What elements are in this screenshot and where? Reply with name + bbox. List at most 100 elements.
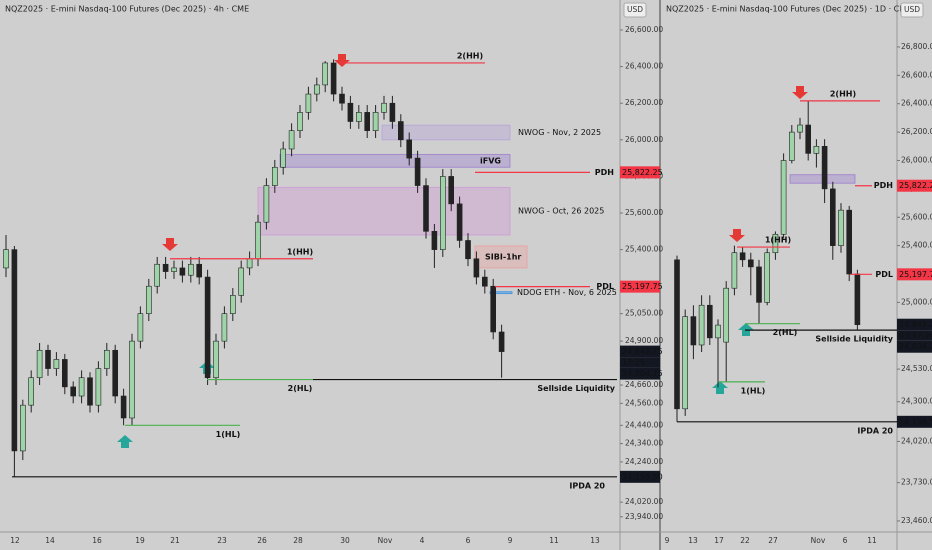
candle-body — [829, 188, 836, 246]
y-tick-label: 24,020.00 — [901, 436, 932, 445]
price-badge — [897, 268, 932, 281]
currency[interactable]: USD — [627, 5, 643, 14]
candle-body — [330, 62, 337, 95]
candle-body — [3, 249, 9, 269]
currency-button[interactable] — [623, 2, 647, 18]
down-arrow — [792, 86, 808, 99]
x-tick-label: 12 — [10, 536, 20, 545]
y-tick-label: 25,400.00 — [901, 241, 932, 250]
y-tick-label: 24,900.00 — [625, 336, 663, 345]
y-tick-label: 25,400.00 — [625, 245, 663, 254]
price-badge-label: 24,158.50 — [899, 417, 932, 426]
zone-label: iFVG — [480, 156, 501, 165]
y-tick-label: 25,600.00 — [901, 212, 932, 221]
x-tick-label: 6 — [843, 536, 848, 545]
candle-body — [129, 340, 135, 419]
candle-body — [347, 102, 354, 122]
y-tick-label: 24,440.00 — [625, 420, 663, 429]
currency-button[interactable] — [900, 2, 924, 18]
level-label: IPDA 20 — [569, 481, 605, 490]
candle-body — [70, 386, 76, 397]
candle-body — [280, 148, 287, 168]
up-arrow — [117, 435, 133, 448]
x-tick-label: 22 — [740, 536, 750, 545]
candle-body — [297, 112, 303, 131]
candle-body — [104, 349, 110, 369]
y-tick-label: 26,200.00 — [901, 127, 932, 136]
candle-body — [112, 349, 118, 397]
x-tick-label: 17 — [714, 536, 724, 545]
candle-body — [439, 176, 446, 250]
candle-body — [674, 259, 680, 410]
candle-body — [805, 124, 812, 154]
candle-body — [772, 233, 779, 254]
candle-body — [313, 84, 320, 95]
candle-body — [780, 160, 787, 235]
y-tick-label: 25,600.00 — [625, 208, 663, 217]
candle-body — [19, 404, 26, 452]
y-tick-label: 23,940.00 — [625, 512, 663, 521]
y-tick-label: 24,300.00 — [901, 397, 932, 406]
candle-body — [154, 263, 160, 287]
y-tick-label: 24,240.00 — [625, 457, 663, 466]
price-badge-label: 24,804.75 — [899, 342, 932, 351]
candle-body — [364, 112, 371, 131]
candle-body — [61, 359, 68, 388]
candle-body — [213, 340, 219, 379]
price-badge-label: 25,822.25 — [622, 168, 663, 177]
x-tick-label: 13 — [590, 536, 600, 545]
candle-body — [389, 102, 396, 122]
candle-body — [854, 273, 861, 326]
candle-body — [146, 285, 152, 314]
level-label: 2(HL) — [773, 328, 798, 337]
y-tick-label: 26,600.00 — [901, 70, 932, 79]
level-label: 1(HH) — [287, 247, 313, 256]
price-badge — [897, 340, 932, 353]
currency[interactable]: USD — [904, 5, 920, 14]
x-tick-label: 28 — [293, 536, 303, 545]
candle-body — [764, 252, 771, 303]
candle-body — [481, 276, 488, 287]
level-label: PDL — [596, 282, 614, 291]
y-tick-label: 24,660.00 — [625, 380, 663, 389]
chart-title: NQZ2025 · E-mini Nasdaq-100 Futures (Dec… — [5, 5, 249, 14]
zone-label: NDOG ETH - Nov, 6 2025 — [517, 288, 617, 297]
price-badge — [620, 470, 660, 483]
candle-body — [706, 304, 713, 339]
countdown-badge — [620, 357, 660, 368]
y-tick-label: 24,020.00 — [625, 497, 663, 506]
zone — [489, 291, 513, 295]
x-tick-label: 11 — [549, 536, 559, 545]
candle-body — [355, 112, 362, 122]
level-label: 1(HL) — [741, 386, 766, 395]
candle-body — [372, 112, 379, 131]
x-tick-label: Nov — [378, 536, 393, 545]
candle-body — [406, 139, 413, 159]
zone — [257, 186, 511, 236]
down-arrow — [162, 238, 178, 251]
candle-body — [698, 304, 705, 346]
candle-body — [756, 266, 762, 303]
price-badge — [620, 345, 660, 358]
candle-body — [255, 221, 261, 260]
level-label: PDH — [874, 181, 893, 190]
y-tick-label: 26,600.00 — [625, 25, 663, 34]
candle-body — [682, 316, 689, 410]
candle-body — [322, 62, 329, 86]
x-tick-label: Nov — [811, 536, 826, 545]
candle-body — [838, 209, 844, 246]
level-label: PDL — [875, 270, 893, 279]
x-tick-label: 9 — [508, 536, 513, 545]
candle-body — [498, 331, 505, 352]
x-tick-label: 13 — [688, 536, 698, 545]
countdown: 17:25 — [622, 358, 645, 367]
price-badge — [620, 166, 660, 179]
down-arrow — [334, 54, 350, 67]
candle-body — [456, 203, 463, 241]
y-tick-label: 23,460.00 — [901, 516, 932, 525]
y-tick-label: 24,340.00 — [625, 439, 663, 448]
candle-body — [120, 395, 127, 419]
candle-body — [87, 377, 93, 406]
candle-body — [171, 267, 177, 272]
